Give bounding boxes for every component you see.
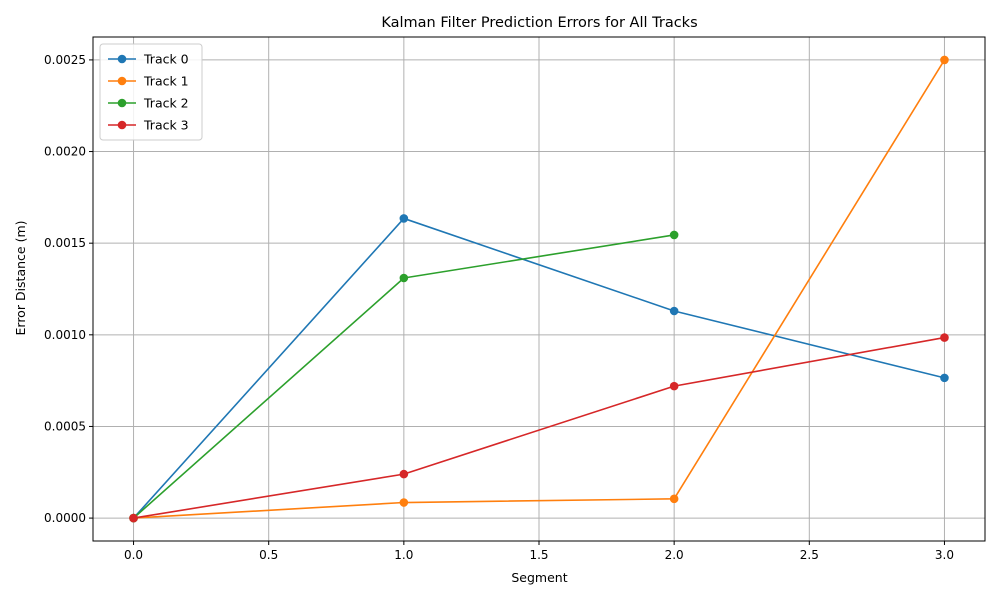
data-point xyxy=(940,55,949,65)
data-point xyxy=(129,513,138,523)
series-line xyxy=(133,59,946,519)
legend: Track 0 Track 1 Track 2 Track 3 xyxy=(99,43,203,141)
legend-label: Track 1 xyxy=(143,74,189,89)
y-tick-label: 0.0025 xyxy=(44,53,86,67)
legend-marker xyxy=(117,76,127,86)
data-point xyxy=(940,373,949,383)
data-point xyxy=(669,306,679,316)
legend-box xyxy=(99,43,203,141)
y-tick-label: 0.0000 xyxy=(44,511,86,525)
grid xyxy=(93,37,985,541)
series-track-3 xyxy=(129,333,949,523)
legend-marker xyxy=(117,98,127,108)
data-point xyxy=(669,494,679,504)
y-tick-label: 0.0015 xyxy=(44,236,86,250)
y-tick-label: 0.0020 xyxy=(44,145,86,159)
legend-label: Track 3 xyxy=(143,118,189,133)
y-tick-label: 0.0010 xyxy=(44,328,86,342)
x-axis-label: Segment xyxy=(511,570,567,585)
y-axis-label: Error Distance (m) xyxy=(13,220,28,335)
x-tick-label: 0.5 xyxy=(259,548,278,562)
y-axis-ticks: 0.0000 0.0005 0.0010 0.0015 0.0020 0.0025 xyxy=(44,53,93,525)
data-point xyxy=(669,230,679,240)
series-line xyxy=(132,217,945,519)
x-tick-label: 0.0 xyxy=(124,548,143,562)
legend-marker xyxy=(117,120,127,130)
x-tick-label: 1.5 xyxy=(529,548,548,562)
data-point xyxy=(399,273,409,283)
x-tick-label: 2.0 xyxy=(665,548,684,562)
series-layer xyxy=(129,55,949,523)
series-line xyxy=(133,336,945,519)
legend-label: Track 2 xyxy=(143,96,189,111)
chart-title: Kalman Filter Prediction Errors for All … xyxy=(381,15,697,31)
legend-marker xyxy=(117,54,127,64)
x-tick-label: 1.0 xyxy=(394,548,413,562)
x-axis-ticks: 0.0 0.5 1.0 1.5 2.0 2.5 3.0 xyxy=(124,541,954,562)
legend-label: Track 0 xyxy=(143,52,189,67)
x-tick-label: 2.5 xyxy=(800,548,819,562)
data-point xyxy=(399,498,409,507)
data-point xyxy=(399,214,409,223)
data-point xyxy=(669,381,679,391)
data-point xyxy=(940,333,949,342)
x-tick-label: 3.0 xyxy=(935,548,954,562)
y-tick-label: 0.0005 xyxy=(44,419,86,433)
data-point xyxy=(399,469,409,479)
